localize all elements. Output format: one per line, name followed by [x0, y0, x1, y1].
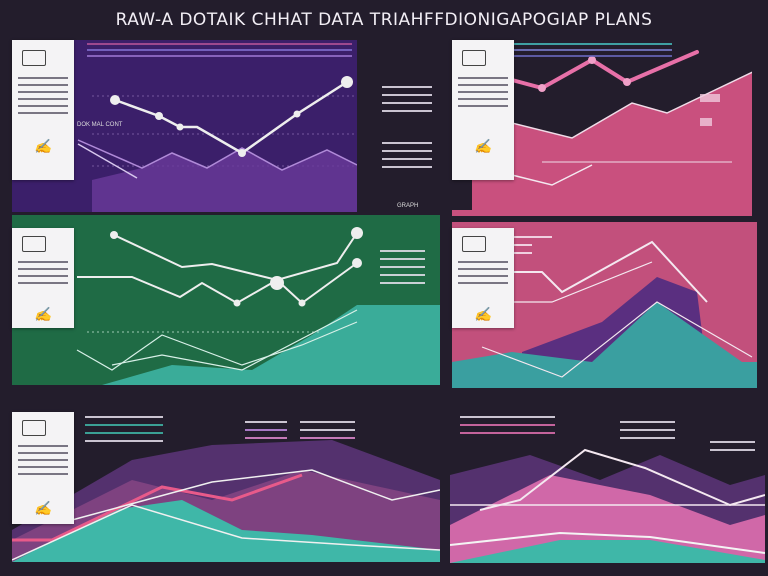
chart-icon: [22, 420, 46, 436]
chart-panel-bottom-left: [12, 440, 440, 562]
info-card: ✍: [12, 40, 74, 180]
info-card: ✍: [12, 412, 74, 524]
signature-icon: ✍: [474, 138, 492, 154]
page-title: RAW-A DOTAIK CHHAT DATA TRIAHFFDIONIGAPO…: [115, 10, 653, 30]
signature-icon: ✍: [34, 306, 52, 322]
signature-icon: ✍: [34, 138, 52, 154]
legend: [245, 415, 287, 445]
legend: [710, 435, 755, 457]
legend: [300, 415, 355, 445]
divider-bar: [452, 210, 752, 216]
chart-icon: [22, 236, 46, 252]
chart-icon: [462, 236, 486, 252]
chart-icon: [22, 50, 46, 66]
signature-icon: ✍: [474, 306, 492, 322]
area-chart: [452, 236, 757, 388]
line-chart: [77, 43, 357, 212]
legend: [460, 410, 555, 440]
chart-panel-bottom-right: [450, 445, 765, 563]
area-chart: [469, 43, 752, 212]
chart-panel-middle-right: [452, 222, 757, 388]
legend: [380, 244, 425, 290]
chart-icon: [462, 50, 486, 66]
footer-label: GRAPH: [397, 203, 419, 209]
line-chart: [76, 227, 440, 385]
info-card: ✍: [12, 228, 74, 328]
signature-icon: ✍: [34, 500, 52, 516]
axis-label: DOK MAL CONT: [77, 122, 123, 128]
chart-panel-middle-left: [12, 215, 440, 385]
legend: [620, 415, 675, 445]
info-card: ✍: [452, 228, 514, 328]
info-card: ✍: [452, 40, 514, 180]
area-chart: [450, 448, 765, 563]
area-chart: [12, 440, 440, 562]
legend: [382, 80, 432, 174]
legend: [85, 410, 163, 448]
